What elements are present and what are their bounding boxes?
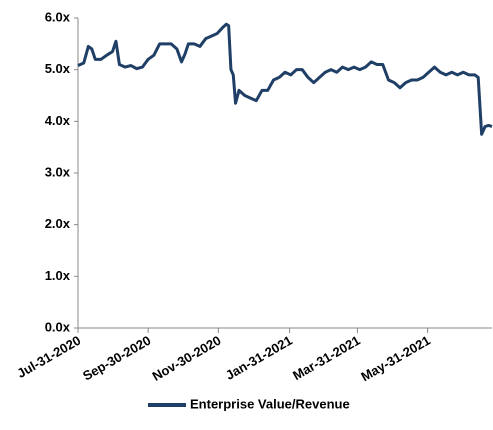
y-tick-label: 6.0x	[45, 9, 71, 24]
series-line	[77, 22, 493, 136]
legend-label: Enterprise Value/Revenue	[190, 396, 350, 411]
y-tick-label: 1.0x	[45, 268, 71, 283]
x-tick-label: Sep-30-2020	[80, 333, 153, 384]
y-tick-label: 0.0x	[45, 319, 71, 334]
x-tick-label: Nov-30-2020	[150, 333, 224, 384]
y-tick-label: 3.0x	[45, 164, 71, 179]
y-tick-label: 2.0x	[45, 216, 71, 231]
x-tick-label: May-31-2021	[358, 333, 432, 385]
y-tick-label: 4.0x	[45, 113, 71, 128]
x-tick-label: Jan-31-2021	[223, 333, 295, 383]
x-tick-label: Jul-31-2020	[14, 333, 83, 381]
x-tick-label: Mar-31-2021	[290, 333, 363, 384]
y-tick-label: 5.0x	[45, 61, 71, 76]
